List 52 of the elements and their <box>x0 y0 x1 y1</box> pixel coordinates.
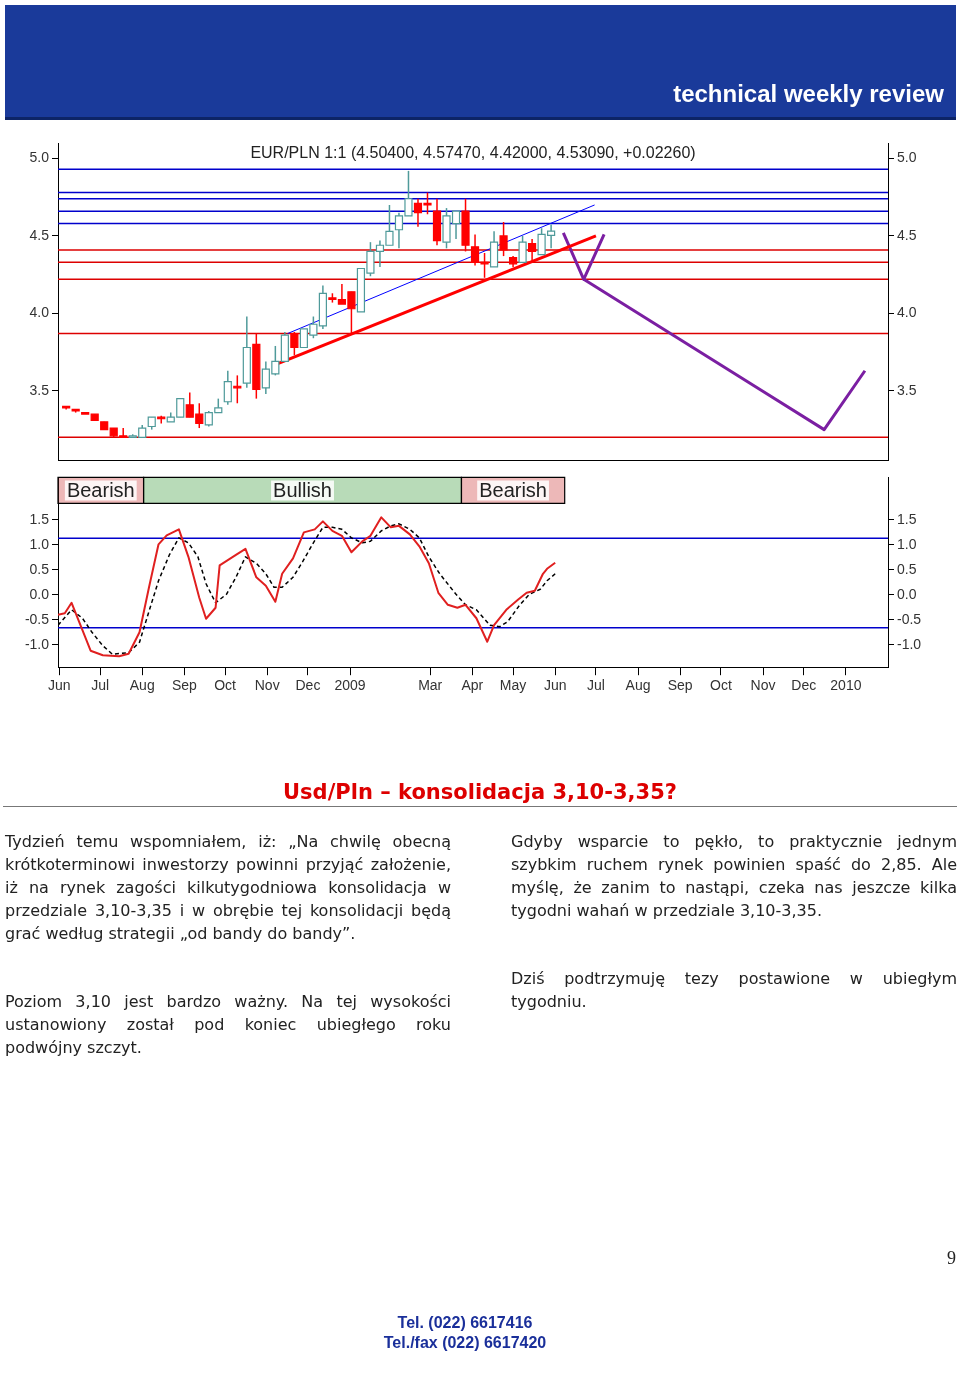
text: Tydzień temu wspomniałem, iż: „Na chwilę obecną krótkoterminowi inwestorzy powinni przyjąć założenie, iż na rynek zagości kilkutygodniowa konsolidacja w przedziale 3,10-3,35 i w obrębie tej konsolidacji będą grać według strategii „od bandy do bandy”. <box>5 831 451 945</box>
x-tick-label: 2010 <box>830 677 862 694</box>
y-tick-label: 0.5 <box>29 560 50 577</box>
y-tick-label: 4.5 <box>29 226 50 243</box>
y2-tick-label: -1.0 <box>897 635 922 652</box>
x-tick-label: Dec <box>295 677 321 694</box>
x-tick-label: Oct <box>710 677 732 694</box>
y-tick-label: 0.0 <box>29 585 50 602</box>
x-tick-label: Apr <box>461 677 484 694</box>
y2-tick-label: 1.0 <box>897 535 917 552</box>
y2-tick-label: 3.5 <box>897 381 917 398</box>
y-tick-label: 4.0 <box>29 304 50 321</box>
y-tick-label: 1.0 <box>29 535 50 552</box>
text: Dziś podtrzymuję tezy postawione w ubiegłym tygodniu. <box>511 968 957 1013</box>
text: Tel. (022) 6617416 <box>396 1314 534 1332</box>
y2-tick-label: 0.5 <box>897 560 917 577</box>
x-tick-label: Jun <box>543 677 567 694</box>
x-tick-label: Mar <box>418 677 443 694</box>
y2-tick-label: 5.0 <box>897 149 917 166</box>
band-label: Bearish <box>479 478 547 501</box>
text: Poziom 3,10 jest bardzo ważny. Na tej wysokości ustanowiony został pod koniec ubiegłego roku podwójny szczyt. <box>5 991 451 1059</box>
y-tick-label: 1.5 <box>29 510 50 527</box>
x-tick-label: Nov <box>750 677 776 694</box>
text: Tel./fax (022) 6617420 <box>382 1334 548 1352</box>
y-tick-label: -1.0 <box>24 635 50 652</box>
text: Gdyby wsparcie to pękło, to praktycznie jednym szybkim ruchem rynek powinien spaść do 2,85. Ale myślę, że zanim to nastąpi, czeka nas jeszcze kilka tygodni wahań w przedziale 3,10-3,35. <box>511 831 957 922</box>
y2-tick-label: 0.0 <box>897 585 917 602</box>
y2-tick-label: 4.0 <box>897 304 917 321</box>
x-tick-label: Jul <box>91 677 110 694</box>
x-tick-label: Jun <box>48 677 71 694</box>
y-tick-label: -0.5 <box>24 610 50 627</box>
x-tick-label: Aug <box>625 677 651 694</box>
x-tick-label: Dec <box>791 677 817 694</box>
x-tick-label: Aug <box>129 677 155 694</box>
x-tick-label: Sep <box>667 677 693 694</box>
y-tick-label: 5.0 <box>29 149 50 166</box>
band-label: Bullish <box>273 478 332 501</box>
text: Usd/Pln – konsolidacja 3,10-3,35? <box>282 780 678 804</box>
x-tick-label: Jul <box>586 677 605 694</box>
y2-tick-label: -0.5 <box>897 610 922 627</box>
y2-tick-label: 4.5 <box>897 226 917 243</box>
x-tick-label: Nov <box>254 677 280 694</box>
text: 9 <box>947 1248 956 1269</box>
x-tick-label: May <box>499 677 527 694</box>
band-label: Bearish <box>66 478 135 501</box>
x-tick-label: Oct <box>214 677 237 694</box>
y2-tick-label: 1.5 <box>897 510 917 527</box>
chart-title: EUR/PLN 1:1 (4.50400, 4.57470, 4.42000, 4.53090, +0.02260) <box>250 144 696 162</box>
x-tick-label: 2009 <box>334 677 366 694</box>
text: technical weekly review <box>673 80 944 108</box>
x-tick-label: Sep <box>171 677 197 694</box>
y-tick-label: 3.5 <box>29 381 50 398</box>
